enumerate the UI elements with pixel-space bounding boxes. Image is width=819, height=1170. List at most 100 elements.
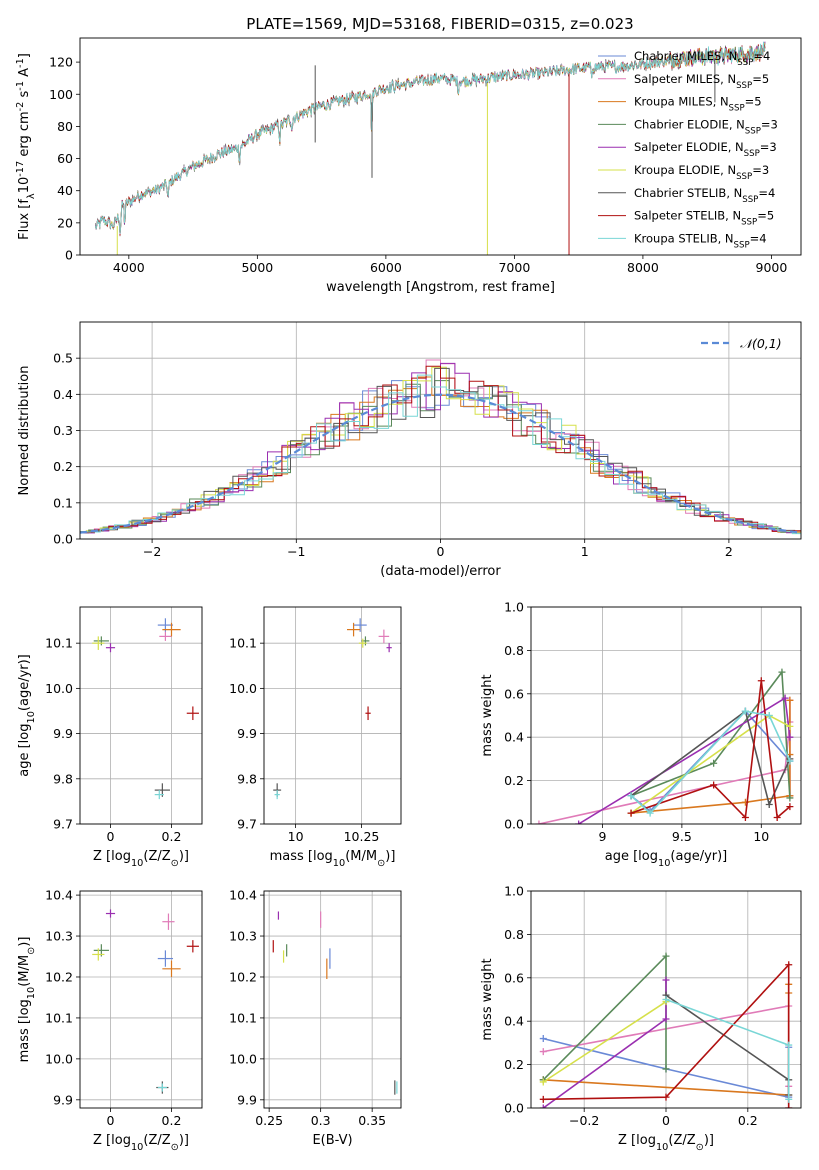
x-tick-label: 0.35: [358, 1113, 386, 1128]
weight-marker: [757, 677, 765, 685]
legend-entry: Kroupa STELIB, NSSP=4: [634, 231, 767, 250]
weight-marker: [575, 820, 583, 824]
panel-age_vs_metallicity: 0 0.2 9.7 9.8 9.9 10.0 10.1 Z [log10(Z/Z⊙)] age …: [17, 606, 203, 869]
y-tick-label: 60: [57, 151, 73, 166]
x-tick-label: 9.5: [672, 829, 692, 844]
error-cross-8: [154, 790, 164, 800]
x-tick-label: 2: [725, 544, 733, 559]
x-tick-label: 9000: [756, 260, 788, 275]
y-tick-label: 10.0: [229, 1051, 257, 1066]
panel-mass_vs_metallicity: 0 0.2 9.9 10.0 10.1 10.2 10.3 10.4 Z [log10(Z/Z⊙…: [17, 888, 203, 1153]
error-cross-3: [93, 636, 109, 646]
y-tick-label: 0.0: [504, 817, 524, 832]
panel-residual_histogram: −2 −1 0 1 2 0.0 0.1 0.2 0.3 0.4 0.5 (data-model)/er…: [17, 321, 802, 579]
weight-marker: [786, 733, 794, 741]
error-cross-7: [365, 706, 371, 721]
weight-series-3: [542, 954, 667, 1081]
y-axis-label: mass [log10(M/M⊙)]: [17, 937, 37, 1063]
y-tick-label: 10.1: [229, 636, 257, 651]
y-tick-label: 9.8: [53, 771, 73, 786]
x-tick-label: 0: [437, 544, 445, 559]
weight-series-7: [543, 962, 790, 1108]
weight-marker: [539, 1078, 547, 1086]
x-tick-label: 0.2: [738, 1113, 758, 1128]
y-tick-label: 0.8: [504, 927, 524, 942]
error-cross-5: [358, 638, 367, 648]
legend-entry: 𝒩(0,1): [740, 336, 782, 351]
x-tick-label: 6000: [370, 260, 402, 275]
weight-marker: [765, 800, 773, 808]
x-axis-label: Z [log10(Z/Z⊙)]: [93, 1133, 189, 1153]
y-tick-label: 10.2: [229, 969, 257, 984]
x-tick-label: 0.25: [255, 1113, 283, 1128]
weight-series-4: [542, 980, 667, 1108]
y-tick-label: 0.4: [53, 387, 73, 402]
x-tick-label: 0.3: [311, 1113, 331, 1128]
x-axis-label: Z [log10(Z/Z⊙)]: [93, 849, 189, 869]
y-tick-label: 10.1: [45, 1010, 73, 1025]
error-cross-5: [92, 636, 105, 650]
y-tick-label: 0.2: [504, 1057, 524, 1072]
weight-marker: [539, 1095, 547, 1103]
spectrum-legend: Chabrier MILES, NSSP=4 Salpeter MILES, NS…: [598, 49, 778, 250]
weight-marker: [646, 809, 654, 817]
weight-marker: [539, 1048, 547, 1056]
axes-frame: [530, 890, 802, 1109]
y-tick-label: 0.1: [53, 495, 73, 510]
y-tick-label: 120: [49, 55, 73, 70]
spectrum-series-4: [95, 41, 766, 236]
y-tick-label: 9.7: [237, 817, 257, 832]
error-cross-2: [162, 622, 181, 637]
x-tick-label: 0: [107, 829, 115, 844]
x-tick-label: 0: [107, 1113, 115, 1128]
y-tick-label: 1.0: [504, 600, 524, 615]
y-tick-label: 0.3: [53, 423, 73, 438]
plot-area: [95, 41, 766, 255]
x-tick-label: −0.2: [569, 1113, 599, 1128]
y-axis-label: Normed distribution: [17, 366, 32, 496]
weight-marker: [662, 1065, 670, 1073]
legend-entry: Salpeter STELIB, NSSP=5: [634, 209, 774, 228]
weight-marker: [662, 976, 670, 984]
weight-marker: [627, 792, 635, 800]
y-tick-label: 0.6: [504, 686, 524, 701]
weight-marker: [741, 813, 749, 821]
error-cross-1: [159, 631, 172, 641]
x-tick-label: 7000: [498, 260, 530, 275]
weight-marker: [785, 961, 793, 969]
y-tick-label: 0.2: [504, 773, 524, 788]
weight-marker: [710, 759, 718, 767]
plot-area: [80, 359, 801, 535]
weight-marker: [786, 803, 794, 811]
spectrum-series-8: [95, 41, 766, 235]
x-tick-label: 10: [753, 829, 769, 844]
y-tick-label: 0.4: [504, 730, 524, 745]
error-cross-1: [162, 913, 175, 930]
y-tick-label: 0.6: [504, 970, 524, 985]
weight-series-6: [630, 709, 791, 807]
x-axis-label: wavelength [Angstrom, rest frame]: [326, 280, 555, 295]
y-tick-label: 0.2: [53, 459, 73, 474]
plot-area: [273, 618, 392, 800]
y-tick-label: 20: [57, 215, 73, 230]
histogram-step-6: [80, 367, 796, 534]
axes-frame: [263, 890, 402, 1109]
error-cross-2: [162, 960, 181, 977]
y-tick-label: 10.0: [45, 1051, 73, 1066]
x-axis-label: (data-model)/error: [380, 564, 501, 579]
weight-marker: [786, 696, 794, 704]
x-axis-label: E(B-V): [312, 1133, 352, 1148]
weight-marker: [773, 813, 781, 821]
y-tick-label: 0.5: [53, 351, 73, 366]
y-axis-label: mass weight: [480, 958, 495, 1040]
legend-entry: Chabrier ELODIE, NSSP=3: [634, 117, 778, 136]
error-cross-4: [386, 643, 392, 653]
panel-spectrum: 4000 5000 6000 7000 8000 9000 0 20 40 60 80 100 120 w…: [15, 37, 802, 295]
weight-marker: [535, 820, 543, 824]
legend-entry: Salpeter ELODIE, NSSP=3: [634, 140, 777, 159]
weight-series-7: [630, 680, 791, 820]
x-axis-label: Z [log10(Z/Z⊙)]: [618, 1133, 714, 1153]
x-tick-label: −1: [287, 544, 305, 559]
weight-marker: [765, 712, 773, 719]
